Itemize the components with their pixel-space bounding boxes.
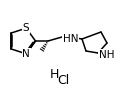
Text: S: S (23, 23, 29, 33)
Text: H: H (49, 69, 59, 81)
Text: HN: HN (63, 34, 78, 44)
Text: Cl: Cl (57, 74, 69, 88)
Text: NH: NH (99, 50, 115, 60)
Text: N: N (22, 49, 30, 59)
